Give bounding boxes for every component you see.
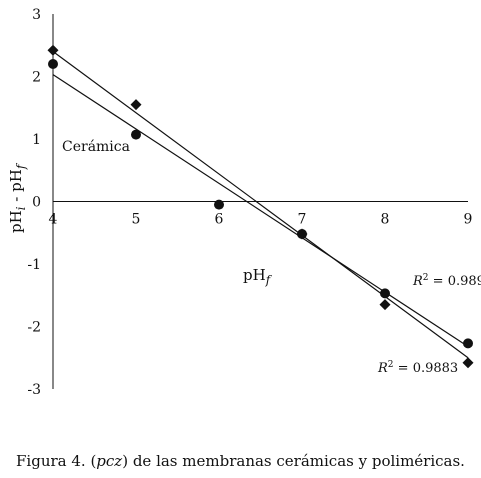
x-tick-label: 4	[49, 212, 58, 228]
r2-label-circles: R2 = 0.989	[412, 273, 481, 289]
figure-caption: Figura 4. (pcz) de las membranas cerámic…	[0, 452, 481, 470]
y-tick-label: -2	[27, 320, 41, 336]
chart-labels: Cerámica pHf pHi - pHf R2 = 0.989 R2 = 0…	[7, 139, 481, 376]
x-tick-label: 7	[298, 212, 307, 228]
x-axis-label-sub: f	[265, 273, 273, 287]
x-tick-label: 5	[132, 212, 141, 228]
trendline-circle	[52, 74, 469, 348]
data-points	[47, 44, 474, 369]
y-tick-label: -3	[27, 382, 41, 398]
x-axis-label-main: pH	[243, 266, 266, 284]
y-tick-label: -1	[27, 257, 41, 273]
r2-value-diamonds: = 0.9883	[394, 361, 459, 376]
trendline-diamond	[52, 51, 469, 359]
y-axis-label-sub1: i	[14, 206, 28, 210]
y-axis-label-sub2: f	[14, 162, 28, 170]
r2-symbol-diamonds: R	[377, 361, 388, 376]
x-tick-label: 8	[381, 212, 390, 228]
point-diamond	[379, 299, 391, 311]
r2-exp-circles: 2	[423, 273, 429, 283]
point-diamond	[462, 357, 474, 369]
point-diamond	[130, 99, 142, 111]
r2-value-circles: = 0.989	[429, 274, 481, 289]
caption-italic: pcz	[96, 452, 123, 470]
y-tick-label: 1	[32, 132, 41, 148]
r2-symbol-circles: R	[412, 274, 423, 289]
y-tick-label: 2	[32, 70, 41, 86]
y-axis-label-part1: pH	[7, 210, 25, 233]
point-circle	[214, 199, 224, 210]
r2-exp-diamonds: 2	[388, 360, 394, 370]
y-tick-label: 3	[32, 7, 41, 23]
axes: 3 2 1 0 -1 -2 -3 4 5 6 7 8 9	[27, 7, 472, 398]
y-axis-label-part2: pH	[7, 169, 25, 192]
point-diamond	[296, 228, 308, 240]
x-tick-label: 6	[215, 212, 224, 228]
y-axis-label-sep: -	[7, 192, 25, 207]
caption-prefix: Figura 4. (	[16, 452, 97, 470]
point-circle	[380, 288, 390, 299]
y-tick-label: 0	[32, 195, 41, 211]
point-circle	[48, 59, 58, 69]
point-circle	[131, 129, 141, 140]
point-circle	[463, 338, 473, 349]
point-diamond	[47, 44, 59, 56]
r2-label-diamonds: R2 = 0.9883	[377, 360, 458, 376]
trendlines	[52, 51, 469, 359]
y-axis-label: pHi - pHf	[7, 162, 28, 233]
caption-suffix: ) de las membranas cerámicas y poliméric…	[122, 452, 465, 470]
annotation-ceramica: Cerámica	[62, 139, 130, 155]
x-tick-label: 9	[464, 212, 473, 228]
x-axis-label: pHf	[243, 266, 273, 287]
